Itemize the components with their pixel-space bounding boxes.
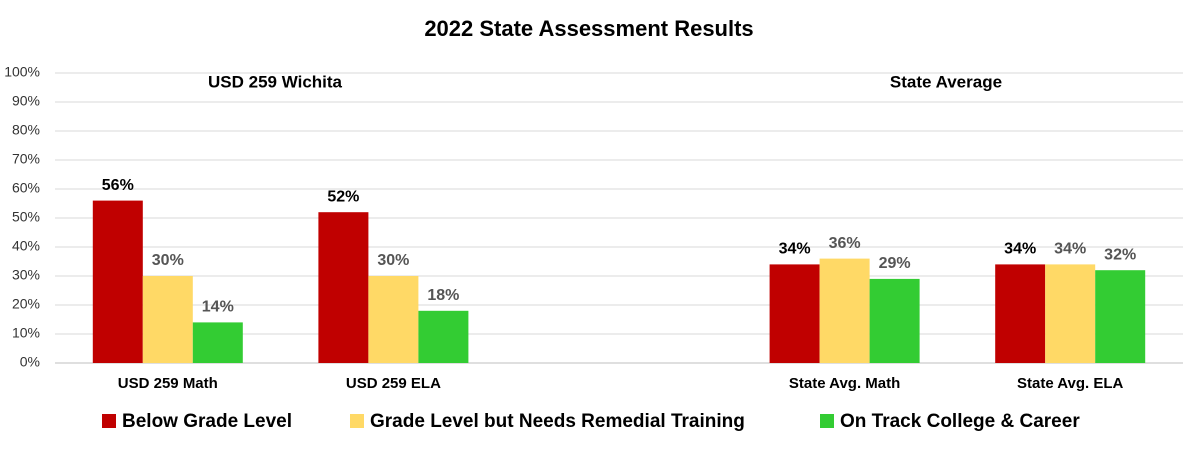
bar bbox=[92, 200, 143, 363]
bar bbox=[318, 212, 369, 363]
y-tick-label: 30% bbox=[12, 267, 40, 283]
value-label: 34% bbox=[1054, 241, 1086, 258]
bar bbox=[368, 276, 419, 363]
legend-label: Below Grade Level bbox=[122, 411, 292, 432]
legend-swatch bbox=[820, 414, 834, 428]
x-tick-label: USD 259 ELA bbox=[346, 375, 441, 392]
x-tick-label: USD 259 Math bbox=[118, 375, 218, 392]
y-tick-label: 0% bbox=[20, 354, 40, 370]
value-label: 18% bbox=[427, 287, 459, 304]
y-tick-label: 90% bbox=[12, 93, 40, 109]
x-tick-label: State Avg. ELA bbox=[1017, 375, 1124, 392]
value-label: 34% bbox=[1004, 241, 1036, 258]
value-label: 56% bbox=[102, 177, 134, 194]
value-label: 30% bbox=[152, 252, 184, 269]
y-tick-label: 40% bbox=[12, 238, 40, 254]
bar bbox=[142, 276, 193, 363]
value-label: 14% bbox=[202, 299, 234, 316]
legend-label: Grade Level but Needs Remedial Training bbox=[370, 411, 745, 432]
bar bbox=[1095, 270, 1146, 363]
y-tick-label: 20% bbox=[12, 296, 40, 312]
value-label: 34% bbox=[779, 241, 811, 258]
group-label: USD 259 Wichita bbox=[208, 72, 343, 91]
y-tick-label: 70% bbox=[12, 151, 40, 167]
chart-title: 2022 State Assessment Results bbox=[424, 16, 753, 41]
bar bbox=[418, 310, 469, 363]
value-label: 36% bbox=[829, 235, 861, 252]
legend-swatch bbox=[350, 414, 364, 428]
y-tick-label: 60% bbox=[12, 180, 40, 196]
bar bbox=[1045, 264, 1096, 363]
bar bbox=[192, 322, 243, 363]
value-label: 52% bbox=[327, 188, 359, 205]
y-tick-label: 50% bbox=[12, 209, 40, 225]
x-tick-label: State Avg. Math bbox=[789, 375, 900, 392]
group-label: State Average bbox=[890, 72, 1002, 91]
bar bbox=[769, 264, 820, 363]
legend-swatch bbox=[102, 414, 116, 428]
bar bbox=[995, 264, 1046, 363]
bar bbox=[819, 258, 870, 363]
value-label: 29% bbox=[879, 255, 911, 272]
y-tick-label: 80% bbox=[12, 122, 40, 138]
legend-label: On Track College & Career bbox=[840, 411, 1080, 432]
bar bbox=[869, 278, 920, 363]
y-tick-label: 100% bbox=[4, 64, 40, 80]
value-label: 30% bbox=[377, 252, 409, 269]
value-label: 32% bbox=[1104, 246, 1136, 263]
y-tick-label: 10% bbox=[12, 325, 40, 341]
